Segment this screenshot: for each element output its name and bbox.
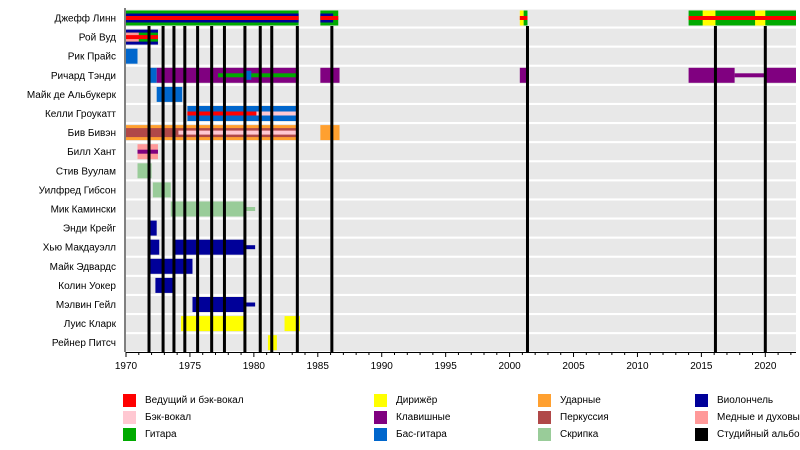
row-background (126, 85, 796, 103)
x-tick-label: 2020 (754, 361, 777, 372)
legend-label: Гитара (145, 429, 177, 440)
bar-lead-vocals (126, 16, 299, 20)
bar-lead-vocals (126, 35, 158, 40)
legend-label: Ведущий и бэк-вокал (145, 395, 244, 406)
member-name: Хью Макдауэлл (43, 243, 116, 254)
bar-bass (126, 48, 138, 64)
x-tick-label: 1990 (371, 361, 394, 372)
member-name: Келли Гроукатт (45, 109, 116, 120)
legend-swatch (538, 411, 551, 424)
bar-lead-vocals (187, 111, 257, 116)
row-background (126, 181, 796, 199)
bar-keyboards (320, 67, 340, 83)
studio-album-lines (147, 26, 767, 352)
member-name: Бив Бивэн (68, 128, 116, 139)
legend-swatch (538, 428, 551, 441)
bar-bass (243, 70, 252, 80)
bar-violin (170, 201, 244, 217)
legend-swatch (374, 394, 387, 407)
legend-swatch (374, 428, 387, 441)
legend-label: Клавишные (396, 412, 451, 423)
legend-swatch (695, 394, 708, 407)
timeline-chart: Джефф Линн Рой Вуд Рик Прайс Ричард Тэнди Ма… (27, 8, 796, 372)
legend-swatch (123, 428, 136, 441)
member-name: Джефф Линн (55, 13, 116, 25)
member-name: Мик Камински (51, 205, 116, 216)
x-tick-label: 2010 (626, 361, 649, 372)
x-tick-label: 1985 (307, 361, 330, 372)
member-name: Луис Кларк (64, 319, 117, 330)
row-background (126, 238, 796, 256)
bar-cello (243, 302, 256, 307)
x-tick-label: 1995 (435, 361, 458, 372)
legend-swatch (695, 428, 708, 441)
legend-label: Медные и духовые (717, 412, 800, 423)
legend-label: Студийный альбом (717, 429, 800, 440)
bar-bass (156, 86, 183, 102)
bar-cello (173, 239, 244, 255)
bar-guitar (218, 73, 299, 78)
row-background (126, 276, 796, 294)
bar-keyboards (688, 67, 735, 83)
bar-backing-vocals (178, 130, 299, 135)
row-background (126, 47, 796, 65)
x-tick-label: 2015 (690, 361, 713, 372)
legend-swatch (538, 394, 551, 407)
bar-lead-vocals (519, 16, 528, 20)
legend-swatch (123, 394, 136, 407)
member-name: Стив Вуулам (56, 166, 116, 177)
member-name: Рейнер Питсч (52, 338, 116, 349)
bar-cello (243, 245, 256, 250)
bar-bass (150, 67, 157, 83)
row-background (126, 162, 796, 180)
legend-label: Ударные (560, 395, 601, 406)
bar-cello (150, 258, 193, 274)
row-background (126, 28, 796, 46)
row-background (126, 334, 796, 352)
bar-cello (150, 220, 157, 236)
row-background (126, 219, 796, 237)
bar-violin (243, 207, 256, 211)
member-name: Ричард Тэнди (51, 71, 116, 82)
x-axis: 1970 1975 1980 1985 1990 1995 2000 2005 2010 2015… (115, 8, 796, 372)
legend-label: Бэк-вокал (145, 412, 192, 423)
row-background (126, 257, 796, 275)
member-name: Уилфред Гибсон (39, 184, 116, 196)
member-name: Рик Прайс (68, 52, 116, 63)
member-name: Колин Уокер (58, 281, 116, 292)
member-name: Майк Эдвардс (50, 262, 116, 273)
row-background (126, 200, 796, 218)
legend-label: Бас-гитара (396, 429, 447, 440)
bar-cello (150, 239, 160, 255)
legend-swatch (374, 411, 387, 424)
x-tick-label: 2000 (498, 361, 521, 372)
member-name: Энди Крейг (63, 224, 116, 235)
legend-label: Перкуссия (560, 412, 609, 423)
legend-swatch (695, 411, 708, 424)
legend-label: Дирижёр (396, 395, 438, 406)
bar-drums (320, 125, 340, 141)
bar-keyboards (519, 67, 529, 83)
legend-label: Скрипка (560, 429, 599, 440)
legend-label: Виолончель (717, 395, 774, 406)
member-name: Майк де Альбукерк (27, 89, 117, 101)
member-name: Билл Хант (67, 147, 116, 158)
x-tick-label: 1975 (179, 361, 202, 372)
row-background (126, 296, 796, 313)
member-names: Джефф Линн Рой Вуд Рик Прайс Ричард Тэнди Ма… (27, 13, 117, 350)
x-tick-label: 2005 (562, 361, 585, 372)
legend: Ведущий и бэк-вокал Бэк-вокал Гитара Дирижё… (0, 392, 800, 450)
x-tick-label: 1970 (115, 361, 138, 372)
bar-keyboards (765, 67, 796, 83)
row-background (126, 143, 796, 161)
legend-swatch (123, 411, 136, 424)
bar-lead-vocals (320, 16, 339, 20)
member-name: Мэлвин Гейл (56, 300, 116, 311)
bar-keyboards (734, 73, 766, 78)
x-tick-label: 1980 (243, 361, 266, 372)
bar-cello (192, 297, 244, 312)
bar-lead-vocals (688, 16, 796, 20)
member-name: Рой Вуд (79, 33, 116, 44)
